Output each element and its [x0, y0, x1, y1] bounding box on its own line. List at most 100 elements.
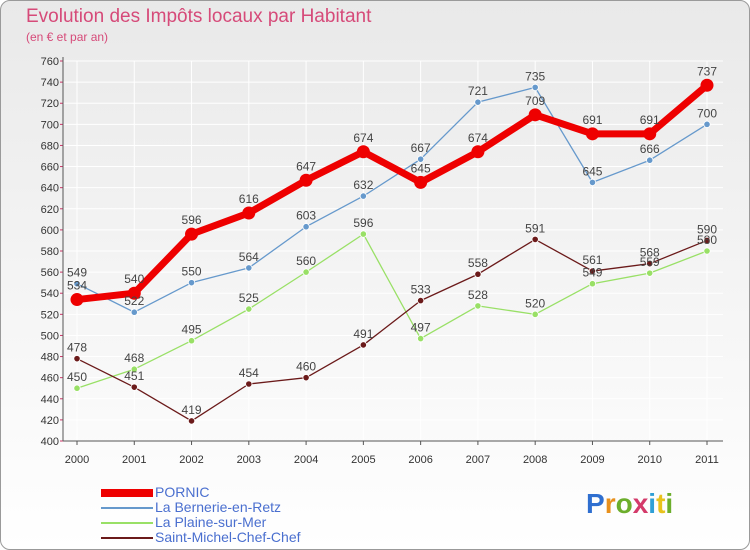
legend-label-la-plaine-sur-mer: La Plaine-sur-Mer — [155, 514, 267, 530]
data-label-la-plaine-sur-mer: 520 — [525, 296, 545, 310]
axes — [60, 57, 723, 445]
data-point-la-plaine-sur-mer — [245, 305, 253, 313]
x-tick-label: 2003 — [237, 454, 261, 466]
chart-title: Evolution des Impôts locaux par Habitant — [26, 6, 372, 27]
data-point-pornic — [585, 127, 599, 141]
data-label-la-plaine-sur-mer: 580 — [697, 233, 717, 247]
legend-swatch-pornic — [101, 489, 153, 497]
data-point-pornic — [127, 286, 141, 300]
data-point-la-plaine-sur-mer — [359, 230, 367, 238]
logo-letter: i — [665, 488, 674, 519]
data-point-saint-michel-chef-chef — [646, 260, 654, 268]
y-tick-label: 580 — [41, 246, 59, 258]
data-point-pornic — [528, 108, 542, 122]
data-label-saint-michel-chef-chef: 451 — [124, 369, 144, 383]
data-point-pornic — [242, 206, 256, 220]
data-point-la-plaine-sur-mer — [130, 365, 138, 373]
x-tick-label: 2009 — [580, 454, 604, 466]
series-line-pornic — [73, 81, 711, 304]
data-label-la-bernerie-en-retz: 700 — [697, 106, 717, 120]
data-label-pornic: 709 — [525, 94, 545, 108]
data-label-la-bernerie-en-retz: 735 — [525, 69, 545, 83]
x-tick-label: 2004 — [294, 454, 318, 466]
y-tick-label: 520 — [41, 309, 59, 321]
data-point-pornic — [356, 145, 370, 159]
data-label-saint-michel-chef-chef: 561 — [582, 253, 602, 267]
data-point-pornic — [471, 145, 485, 159]
data-label-saint-michel-chef-chef: 568 — [640, 246, 660, 260]
data-point-pornic — [700, 78, 714, 92]
series-group — [70, 78, 714, 425]
y-tick-label: 600 — [41, 225, 59, 237]
data-label-la-plaine-sur-mer: 549 — [582, 266, 602, 280]
x-tick-label: 2008 — [523, 454, 547, 466]
data-point-la-bernerie-en-retz — [302, 223, 310, 231]
series-line-la-bernerie-en-retz — [76, 86, 708, 313]
data-label-pornic: 674 — [353, 131, 373, 145]
y-tick-label: 700 — [41, 119, 59, 131]
data-point-la-bernerie-en-retz — [73, 280, 81, 288]
data-label-la-plaine-sur-mer: 525 — [239, 291, 259, 305]
data-label-la-bernerie-en-retz: 550 — [182, 265, 202, 279]
data-point-la-plaine-sur-mer — [531, 310, 539, 318]
data-label-pornic: 647 — [296, 159, 316, 173]
x-tick-label: 2000 — [65, 454, 89, 466]
data-label-la-plaine-sur-mer: 468 — [124, 351, 144, 365]
data-label-la-bernerie-en-retz: 522 — [124, 294, 144, 308]
y-tick-label: 680 — [41, 140, 59, 152]
data-point-la-plaine-sur-mer — [588, 280, 597, 288]
logo-letter: r — [604, 488, 616, 519]
data-point-saint-michel-chef-chef — [73, 355, 81, 363]
logo-letter: P — [586, 488, 605, 519]
data-point-pornic — [299, 173, 313, 187]
data-label-pornic: 737 — [697, 64, 717, 78]
data-point-la-bernerie-en-retz — [417, 155, 425, 163]
data-point-pornic — [70, 293, 84, 307]
data-point-la-plaine-sur-mer — [302, 268, 310, 276]
y-tick-label: 400 — [41, 436, 59, 448]
data-point-la-bernerie-en-retz — [187, 279, 196, 287]
data-label-saint-michel-chef-chef: 419 — [182, 403, 202, 417]
legend-label-la-bernerie-en-retz: La Bernerie-en-Retz — [155, 499, 282, 515]
y-tick-label: 420 — [41, 415, 59, 427]
data-labels: 549 522 550 564 603 632 667 721 735 645 666 700 450 4… — [67, 64, 717, 417]
data-label-saint-michel-chef-chef: 454 — [239, 366, 259, 380]
x-tick-label: 2010 — [637, 454, 661, 466]
logo-letter: o — [615, 488, 633, 519]
data-label-la-bernerie-en-retz: 564 — [239, 250, 259, 264]
data-label-la-bernerie-en-retz: 645 — [582, 164, 602, 178]
data-point-saint-michel-chef-chef — [531, 235, 539, 243]
data-label-pornic: 596 — [182, 213, 202, 227]
y-tick-label: 460 — [41, 373, 59, 385]
data-label-saint-michel-chef-chef: 491 — [353, 327, 373, 341]
data-label-saint-michel-chef-chef: 533 — [411, 283, 431, 297]
data-point-la-bernerie-en-retz — [245, 264, 253, 272]
data-label-la-bernerie-en-retz: 667 — [411, 141, 431, 155]
legend-label-saint-michel-chef-chef: Saint-Michel-Chef-Chef — [155, 529, 301, 545]
data-label-la-plaine-sur-mer: 497 — [411, 321, 431, 335]
data-label-pornic: 691 — [582, 113, 602, 127]
data-point-la-bernerie-en-retz — [359, 192, 367, 200]
data-label-saint-michel-chef-chef: 558 — [468, 256, 488, 270]
x-tick-label: 2007 — [466, 454, 490, 466]
data-point-saint-michel-chef-chef — [187, 417, 196, 425]
y-tick-label: 720 — [41, 98, 59, 110]
data-point-la-bernerie-en-retz — [703, 120, 711, 128]
y-tick-label: 760 — [41, 56, 59, 68]
data-point-la-plaine-sur-mer — [703, 247, 711, 255]
x-tick-label: 2005 — [351, 454, 375, 466]
data-label-saint-michel-chef-chef: 591 — [525, 221, 545, 235]
data-label-la-bernerie-en-retz: 603 — [296, 209, 316, 223]
x-tick-label: 2001 — [122, 454, 146, 466]
data-point-la-plaine-sur-mer — [646, 269, 654, 277]
data-label-la-bernerie-en-retz: 632 — [353, 178, 373, 192]
y-tick-label: 560 — [41, 267, 59, 279]
data-point-saint-michel-chef-chef — [302, 374, 310, 382]
data-point-pornic — [185, 227, 199, 241]
proxiti-logo: Proxiti — [586, 488, 673, 520]
logo-letter: t — [656, 488, 666, 519]
grid-lines — [63, 60, 723, 442]
data-label-saint-michel-chef-chef: 590 — [697, 222, 717, 236]
data-label-la-plaine-sur-mer: 559 — [640, 255, 660, 269]
